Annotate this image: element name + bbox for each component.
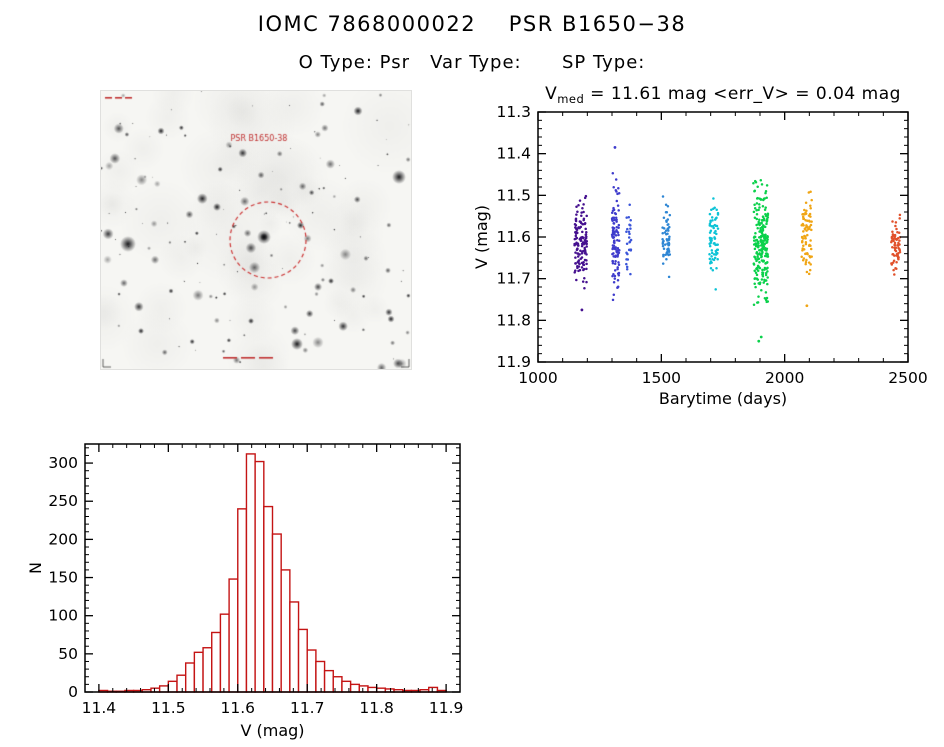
scatter-yaxis-label: V (mag) — [472, 205, 491, 269]
scatter-xaxis-label: Barytime (days) — [659, 389, 787, 408]
svg-text:11.9: 11.9 — [429, 699, 464, 717]
hist-xaxis-label: V (mag) — [240, 721, 304, 740]
object-type-line: O Type: Psr Var Type: SP Type: — [298, 52, 646, 73]
svg-text:11.9: 11.9 — [496, 353, 531, 371]
page-title: IOMC 7868000022 PSR B1650−38 — [257, 12, 687, 36]
svg-text:11.7: 11.7 — [290, 699, 325, 717]
svg-text:1500: 1500 — [642, 369, 681, 387]
svg-text:2500: 2500 — [888, 369, 927, 387]
svg-text:100: 100 — [48, 607, 78, 625]
svg-text:200: 200 — [48, 530, 78, 548]
svg-text:11.4: 11.4 — [82, 699, 117, 717]
svg-text:11.8: 11.8 — [496, 311, 531, 329]
svg-text:150: 150 — [48, 569, 78, 587]
finder-chart-image — [100, 90, 412, 370]
svg-text:0: 0 — [68, 683, 78, 701]
svg-text:300: 300 — [48, 454, 78, 472]
svg-text:2000: 2000 — [765, 369, 804, 387]
svg-text:11.5: 11.5 — [496, 186, 531, 204]
scatter-title: Vmed = 11.61 mag <err_V> = 0.04 mag — [545, 84, 901, 106]
svg-text:11.7: 11.7 — [496, 270, 531, 288]
svg-text:11.4: 11.4 — [496, 145, 531, 163]
svg-text:250: 250 — [48, 492, 78, 510]
svg-text:50: 50 — [58, 645, 78, 663]
svg-text:11.6: 11.6 — [496, 228, 531, 246]
svg-text:1000: 1000 — [518, 369, 557, 387]
magnitude-histogram: 11.4 11.5 11.6 11.7 11.8 11.9 0 50 100 150 200 250 3… — [28, 443, 464, 740]
svg-text:11.5: 11.5 — [151, 699, 186, 717]
lightcurve-scatter-plot: 1000 1500 2000 2500 11.3 11.4 11.5 11.6 11.7 11.8… — [472, 84, 928, 408]
hist-yaxis-label: N — [28, 562, 45, 574]
svg-text:11.6: 11.6 — [221, 699, 256, 717]
svg-text:11.8: 11.8 — [359, 699, 394, 717]
svg-text:11.3: 11.3 — [496, 103, 531, 121]
